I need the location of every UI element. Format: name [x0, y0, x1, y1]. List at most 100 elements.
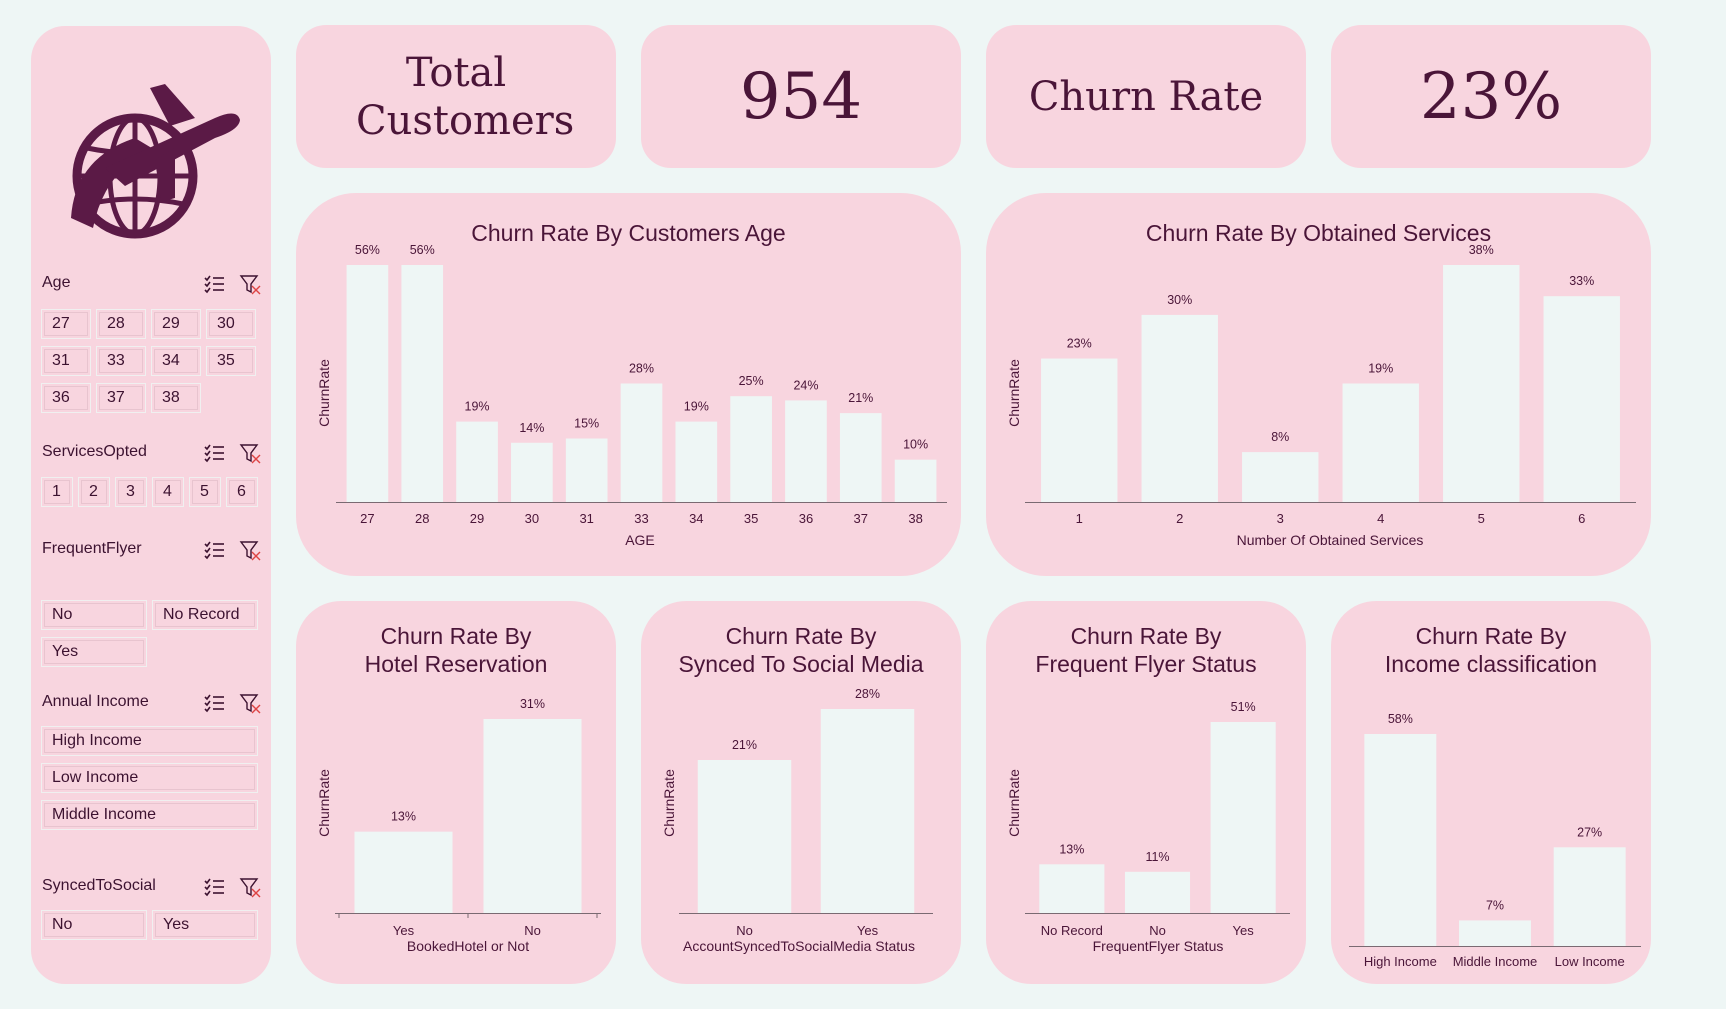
services-slicer-title: ServicesOpted: [42, 443, 147, 460]
slicer-age-31[interactable]: 31: [41, 346, 91, 376]
bar[interactable]: [1124, 871, 1191, 913]
slicer-services-3[interactable]: 3: [115, 477, 147, 507]
slicer-income-high[interactable]: High Income: [41, 726, 258, 756]
x-tick-label: 37: [854, 511, 868, 526]
x-tick-label: 1: [1076, 511, 1083, 526]
slicer-synced-yes[interactable]: Yes: [152, 910, 258, 940]
x-tick-label: 33: [634, 511, 648, 526]
slicer-services-5[interactable]: 5: [189, 477, 221, 507]
data-label: 56%: [355, 243, 380, 257]
bar[interactable]: [894, 459, 937, 502]
chart-title: Churn Rate By Hotel Reservation: [296, 622, 616, 678]
y-axis-label: ChurnRate: [661, 769, 677, 837]
clear-filter-icon[interactable]: [239, 876, 261, 898]
data-label: 38%: [1469, 243, 1494, 257]
kpi-churn-rate-label: Churn Rate: [1028, 73, 1264, 120]
bar[interactable]: [1459, 920, 1531, 946]
chart-income-svg: 58% High Income 7% Middle Income 27% Low Inco…: [1349, 712, 1641, 969]
slicer-age-34[interactable]: 34: [151, 346, 201, 376]
slicer-sidebar: Age 27 28 29 30 31 33 34 35 36 37 38 Ser…: [31, 26, 271, 984]
bar[interactable]: [697, 760, 792, 913]
bar[interactable]: [483, 719, 582, 913]
x-axis-label: BookedHotel or Not: [407, 938, 529, 954]
multi-select-icon[interactable]: [203, 692, 225, 714]
bar[interactable]: [346, 265, 389, 502]
slicer-services-4[interactable]: 4: [152, 477, 184, 507]
slicer-age-37[interactable]: 37: [96, 383, 146, 413]
data-label: 31%: [520, 697, 545, 711]
slicer-age-36[interactable]: 36: [41, 383, 91, 413]
x-tick-label: 31: [579, 511, 593, 526]
clear-filter-icon[interactable]: [239, 273, 261, 295]
slicer-income-middle[interactable]: Middle Income: [41, 800, 258, 830]
bar[interactable]: [1364, 734, 1437, 946]
services-slicer-icons: [203, 442, 261, 464]
slicer-age-27[interactable]: 27: [41, 309, 91, 339]
multi-select-icon[interactable]: [203, 539, 225, 561]
data-label: 51%: [1231, 700, 1256, 714]
chart-title: Churn Rate By Synced To Social Media: [641, 622, 961, 678]
slicer-age-28[interactable]: 28: [96, 309, 146, 339]
clear-filter-icon[interactable]: [239, 539, 261, 561]
clear-filter-icon[interactable]: [239, 692, 261, 714]
chart-title-line: Frequent Flyer Status: [1035, 651, 1257, 677]
bar[interactable]: [1141, 314, 1218, 502]
slicer-services-1[interactable]: 1: [41, 477, 73, 507]
slicer-frequent-flyer-yes[interactable]: Yes: [41, 637, 147, 667]
slicer-age-38[interactable]: 38: [151, 383, 201, 413]
chart-title-line: Churn Rate By Customers Age: [471, 220, 786, 246]
bar[interactable]: [1553, 847, 1626, 946]
annual-income-slicer-title: Annual Income: [42, 693, 149, 710]
x-tick-label: No Record: [1041, 923, 1103, 938]
y-axis-label: ChurnRate: [1006, 769, 1022, 837]
slicer-age-29[interactable]: 29: [151, 309, 201, 339]
data-label: 27%: [1577, 825, 1602, 839]
bar[interactable]: [839, 413, 882, 502]
slicer-frequent-flyer-no-record[interactable]: No Record: [152, 600, 258, 630]
x-tick-label: 34: [689, 511, 703, 526]
slicer-age-35[interactable]: 35: [206, 346, 256, 376]
slicer-synced-no[interactable]: No: [41, 910, 147, 940]
slicer-age-30[interactable]: 30: [206, 309, 256, 339]
x-tick-label: No: [736, 923, 753, 938]
data-label: 19%: [465, 400, 490, 414]
slicer-frequent-flyer-no[interactable]: No: [41, 600, 147, 630]
kpi-churn-rate-label-card: Churn Rate: [986, 25, 1306, 168]
multi-select-icon[interactable]: [203, 876, 225, 898]
bar[interactable]: [565, 438, 608, 502]
x-tick-label: 38: [908, 511, 922, 526]
bar[interactable]: [620, 383, 663, 503]
bar[interactable]: [1039, 864, 1105, 913]
synced-slicer-icons: [203, 876, 261, 898]
bar[interactable]: [675, 421, 718, 502]
bar[interactable]: [456, 421, 498, 502]
multi-select-icon[interactable]: [203, 442, 225, 464]
bar[interactable]: [1041, 358, 1118, 502]
bar[interactable]: [1342, 383, 1419, 503]
bar[interactable]: [785, 400, 827, 502]
bar[interactable]: [511, 442, 553, 502]
airplane-globe-icon: [71, 84, 240, 239]
slicer-services-6[interactable]: 6: [226, 477, 258, 507]
data-label: 8%: [1271, 430, 1289, 444]
slicer-income-low[interactable]: Low Income: [41, 763, 258, 793]
x-tick-label: 2: [1176, 511, 1183, 526]
chart-title: Churn Rate By Income classification: [1331, 622, 1651, 678]
data-label: 23%: [1067, 337, 1092, 351]
slicer-age-33[interactable]: 33: [96, 346, 146, 376]
bar[interactable]: [730, 396, 772, 502]
bar[interactable]: [401, 265, 444, 502]
clear-filter-icon[interactable]: [239, 442, 261, 464]
frequent-flyer-slicer-title: FrequentFlyer: [42, 540, 142, 557]
bar[interactable]: [354, 831, 453, 913]
multi-select-icon[interactable]: [203, 273, 225, 295]
x-tick-label: Yes: [1233, 923, 1255, 938]
bar[interactable]: [1543, 296, 1620, 502]
slicer-services-2[interactable]: 2: [78, 477, 110, 507]
bar[interactable]: [1242, 452, 1319, 502]
bar[interactable]: [1443, 265, 1520, 502]
bar[interactable]: [820, 709, 915, 913]
x-axis-label: AGE: [625, 532, 655, 548]
bar[interactable]: [1210, 722, 1276, 913]
